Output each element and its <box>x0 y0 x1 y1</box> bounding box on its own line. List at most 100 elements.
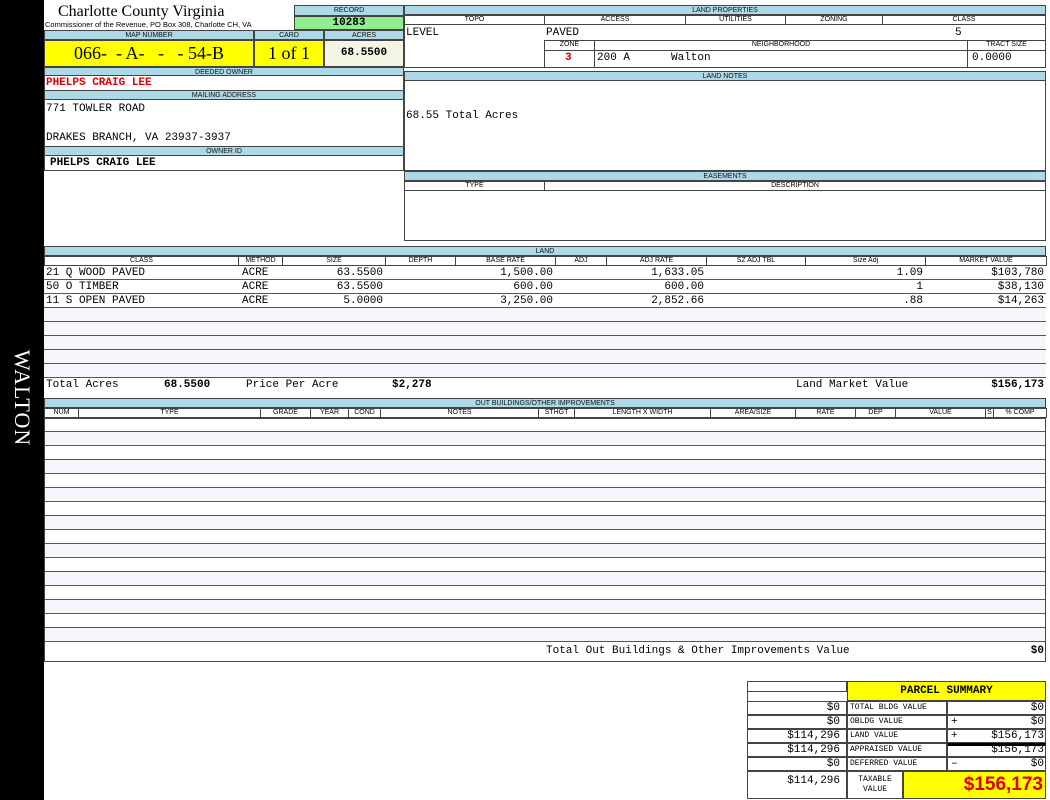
neighborhood-label: NEIGHBORHOOD <box>594 40 968 51</box>
summary-value: $0 <box>1030 758 1044 770</box>
land-cell: 11 S OPEN PAVED <box>46 295 146 307</box>
land-cell <box>706 280 805 293</box>
land-cell: $14,263 <box>997 295 1044 307</box>
land-column-header: ADJ <box>555 256 607 266</box>
tract-cell <box>967 50 1046 68</box>
land-cell <box>706 294 805 307</box>
land-cell <box>706 266 805 279</box>
summary-prior-value: $114,296 <box>747 729 847 743</box>
summary-prior-value: $114,296 <box>747 743 847 757</box>
county-title: Charlotte County Virginia <box>58 3 225 20</box>
land-cell: ACRE <box>242 281 269 293</box>
total-acres-label: Total Acres <box>46 379 119 391</box>
outbuildings-row <box>44 516 1046 530</box>
land-label: LAND <box>44 246 1046 256</box>
summary-prior-value: $0 <box>747 715 847 729</box>
parcel-summary-title: PARCEL SUMMARY <box>847 681 1046 701</box>
deeded-owner-label: DEEDED OWNER <box>44 67 404 76</box>
district-strip <box>0 0 44 800</box>
outbuildings-column-header: TYPE <box>78 408 261 418</box>
outbuildings-column-header: COND <box>348 408 381 418</box>
land-cell: ACRE <box>242 295 269 307</box>
land-row <box>44 308 1046 322</box>
land-market-label: Land Market Value <box>796 379 909 391</box>
neighborhood-code: 200 A <box>597 52 631 64</box>
outbuildings-column-header: VALUE <box>895 408 986 418</box>
land-cell: 600.00 <box>513 281 553 293</box>
district-label: WALTON <box>10 349 35 447</box>
summary-sign <box>947 743 1046 757</box>
card-number: 1 of 1 <box>254 40 324 67</box>
land-cell <box>385 266 455 279</box>
map-number: 066- - A- - - 54-B <box>44 40 254 67</box>
land-column-header: DEPTH <box>385 256 456 266</box>
taxable-prior: $114,296 <box>747 771 847 799</box>
acres-label: ACRES <box>324 30 404 40</box>
access-label: ACCESS <box>544 15 686 25</box>
outbuildings-column-header: LENGTH X WIDTH <box>574 408 711 418</box>
outbuildings-column-header: % COMP <box>993 408 1047 418</box>
land-row: 21 Q WOOD PAVED ACRE 63.5500 1,500.00 1,633.… <box>44 266 1046 280</box>
tract-size: 0.0000 <box>972 52 1012 64</box>
summary-value: $0 <box>1030 716 1044 728</box>
price-per-acre-label: Price Per Acre <box>246 379 339 391</box>
outbuildings-row <box>44 614 1046 628</box>
outbuildings-row <box>44 446 1046 460</box>
land-properties-label: LAND PROPERTIES <box>404 5 1046 15</box>
outbuildings-column-header: AREA/SIZE <box>710 408 796 418</box>
land-cell <box>555 294 606 307</box>
land-notes-text: 68.55 Total Acres <box>406 110 519 122</box>
outbuildings-row <box>44 600 1046 614</box>
outbuildings-row <box>44 572 1046 586</box>
outbuildings-row <box>44 460 1046 474</box>
easements-label: EASEMENTS <box>404 171 1046 181</box>
summary-value: $156,173 <box>991 730 1044 742</box>
land-market-value: $156,173 <box>991 379 1044 391</box>
easement-description-label: DESCRIPTION <box>544 181 1046 191</box>
zone-value: 3 <box>565 52 572 64</box>
land-column-header: CLASS <box>44 256 239 266</box>
land-notes-label: LAND NOTES <box>404 71 1046 81</box>
land-cell: 1.09 <box>896 267 923 279</box>
land-column-header: ADJ RATE <box>606 256 707 266</box>
land-column-header: SZ ADJ TBL <box>706 256 806 266</box>
land-row <box>44 336 1046 350</box>
owner-id-label: OWNER ID <box>44 146 404 156</box>
topo-label: TOPO <box>404 15 545 25</box>
summary-sign: + <box>947 729 1046 743</box>
land-cell: .88 <box>903 295 923 307</box>
summary-label: APPRAISED VALUE <box>847 743 947 757</box>
map-number-label: MAP NUMBER <box>44 30 254 40</box>
summary-value: $0 <box>1030 702 1044 714</box>
deeded-owner: PHELPS CRAIG LEE <box>46 77 152 89</box>
total-acres: 68.5500 <box>164 379 211 391</box>
land-cell: 3,250.00 <box>500 295 553 307</box>
outbuildings-row <box>44 530 1046 544</box>
land-cell: 63.5500 <box>336 281 383 293</box>
outbuildings-row <box>44 628 1046 642</box>
outbuildings-column-header: RATE <box>795 408 856 418</box>
summary-sign: + <box>947 715 1046 729</box>
class-value: 5 <box>955 27 962 39</box>
utilities-label: UTILITIES <box>685 15 786 25</box>
acres-value: 68.5500 <box>324 40 404 67</box>
summary-sign <box>947 701 1046 715</box>
summary-value: $156,173 <box>991 744 1044 756</box>
outbuildings-column-header: NUM <box>44 408 79 418</box>
land-column-header: MARKET VALUE <box>925 256 1047 266</box>
outbuildings-column-header: NOTES <box>380 408 539 418</box>
land-cell <box>555 266 606 279</box>
outbuildings-table <box>44 418 1046 662</box>
address-line-1: 771 TOWLER ROAD <box>46 103 146 115</box>
outbuildings-total-label: Total Out Buildings & Other Improvements… <box>546 645 850 657</box>
land-row: 50 O TIMBER ACRE 63.5500 600.00 600.00 1 $38,1… <box>44 280 1046 294</box>
land-cell <box>385 280 455 293</box>
taxable-label: TAXABLE VALUE <box>847 771 903 799</box>
summary-label: DEFERRED VALUE <box>847 757 947 771</box>
outbuildings-column-header: YEAR <box>310 408 349 418</box>
summary-spacer <box>747 681 847 692</box>
outbuildings-total: Total Out Buildings & Other Improvements… <box>44 644 1046 660</box>
land-cell <box>385 294 455 307</box>
land-cell: 63.5500 <box>336 267 383 279</box>
outbuildings-total-value: $0 <box>1030 645 1044 657</box>
